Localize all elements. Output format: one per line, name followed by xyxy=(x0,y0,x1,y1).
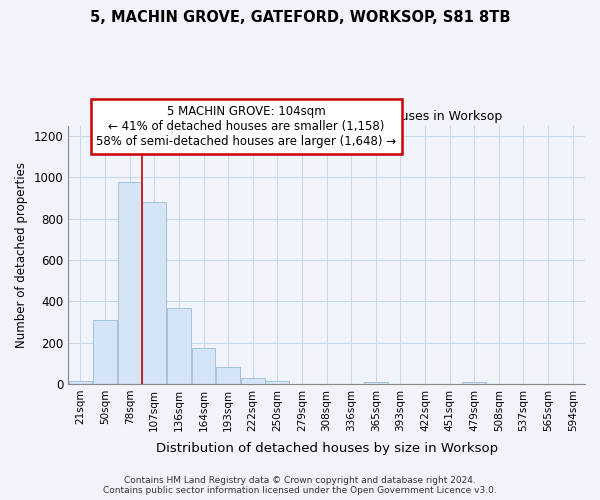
Bar xyxy=(463,382,486,384)
Bar xyxy=(216,367,240,384)
Bar xyxy=(364,382,388,384)
Text: 5, MACHIN GROVE, GATEFORD, WORKSOP, S81 8TB: 5, MACHIN GROVE, GATEFORD, WORKSOP, S81 … xyxy=(90,10,510,25)
Y-axis label: Number of detached properties: Number of detached properties xyxy=(15,162,28,348)
Bar xyxy=(265,381,289,384)
Text: 5 MACHIN GROVE: 104sqm
← 41% of detached houses are smaller (1,158)
58% of semi-: 5 MACHIN GROVE: 104sqm ← 41% of detached… xyxy=(97,105,397,148)
Text: Contains HM Land Registry data © Crown copyright and database right 2024.
Contai: Contains HM Land Registry data © Crown c… xyxy=(103,476,497,495)
Bar xyxy=(142,202,166,384)
Bar xyxy=(118,182,142,384)
Bar xyxy=(191,348,215,384)
X-axis label: Distribution of detached houses by size in Worksop: Distribution of detached houses by size … xyxy=(155,442,497,455)
Bar xyxy=(68,381,92,384)
Bar xyxy=(93,320,117,384)
Bar xyxy=(241,378,265,384)
Title: Size of property relative to detached houses in Worksop: Size of property relative to detached ho… xyxy=(151,110,502,123)
Bar xyxy=(167,308,191,384)
